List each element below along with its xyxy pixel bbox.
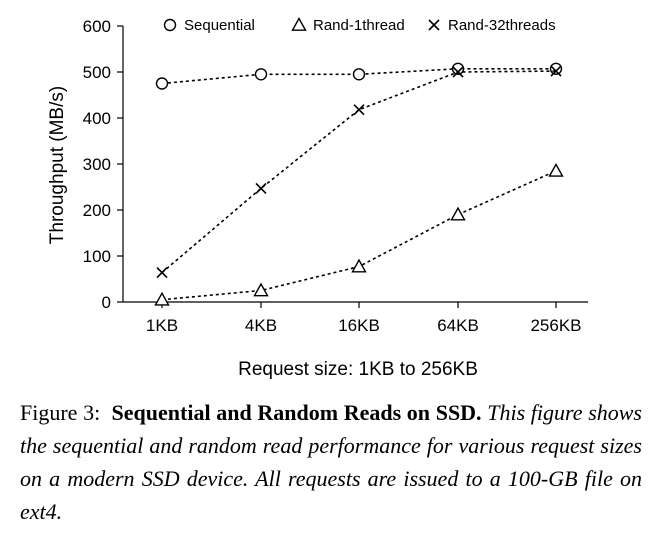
y-axis-label: Throughput (MB/s) (47, 86, 68, 244)
y-tick-label: 0 (102, 293, 111, 312)
x-tick-label: 1KB (146, 316, 178, 335)
series-line-rand-32threads (161, 70, 557, 274)
data-point-rand-1thread (450, 206, 466, 221)
y-tick-label: 200 (83, 201, 111, 220)
chart-axes (122, 26, 588, 303)
x-axis-ticks: 1KB 4KB 16KB 64KB 256KB (146, 302, 582, 335)
series-layer (154, 62, 564, 306)
series-rand-1thread (154, 162, 564, 306)
series-sequential (155, 62, 563, 90)
x-axis-label: Request size: 1KB to 256KB (238, 359, 478, 380)
legend-item-rand-32threads: Rand-32threads (428, 17, 556, 34)
legend-marker-sequential (163, 18, 177, 32)
caption-body: This figure shows the sequential and ran… (20, 400, 642, 524)
x-tick-label: 16KB (338, 316, 380, 335)
legend-item-rand-1thread: Rand-1thread (291, 17, 405, 34)
data-point-sequential (155, 77, 169, 90)
data-point-sequential (254, 68, 268, 81)
data-point-sequential (451, 62, 465, 75)
series-line-sequential (161, 67, 556, 85)
data-point-rand-32threads (255, 182, 267, 194)
caption-label: Figure 3: (20, 400, 101, 425)
legend-label-sequential: Sequential (184, 17, 255, 34)
data-point-rand-1thread (548, 162, 564, 177)
legend-label-rand-32threads: Rand-32threads (448, 17, 556, 34)
data-point-rand-1thread (154, 291, 170, 306)
x-tick-label: 4KB (245, 316, 277, 335)
legend-item-sequential: Sequential (163, 17, 255, 34)
legend-marker-rand-1thread (291, 17, 307, 31)
data-point-sequential (549, 62, 563, 75)
y-tick-label: 500 (83, 63, 111, 82)
y-tick-label: 600 (83, 17, 111, 36)
data-point-rand-32threads (452, 66, 464, 78)
series-line-rand-1thread (161, 170, 557, 301)
y-axis-ticks: 0 100 200 300 400 500 600 (83, 17, 123, 312)
data-point-rand-1thread (351, 258, 367, 273)
figure-caption: Figure 3: Sequential and Random Reads on… (20, 396, 642, 528)
caption-title: Sequential and Random Reads on SSD. (111, 400, 482, 425)
data-point-rand-32threads (550, 65, 562, 77)
x-tick-label: 256KB (530, 316, 581, 335)
data-point-rand-1thread (253, 282, 269, 297)
legend-marker-rand-32threads (428, 19, 440, 31)
y-tick-label: 300 (83, 155, 111, 174)
y-tick-label: 400 (83, 109, 111, 128)
legend: Sequential Rand-1thread Rand-32threads (163, 17, 556, 34)
x-tick-label: 64KB (437, 316, 479, 335)
data-point-rand-32threads (156, 266, 168, 279)
legend-label-rand-1thread: Rand-1thread (313, 17, 405, 34)
data-point-rand-32threads (353, 104, 365, 116)
series-rand-32threads (156, 65, 562, 279)
y-tick-label: 100 (83, 247, 111, 266)
data-point-sequential (352, 68, 366, 81)
